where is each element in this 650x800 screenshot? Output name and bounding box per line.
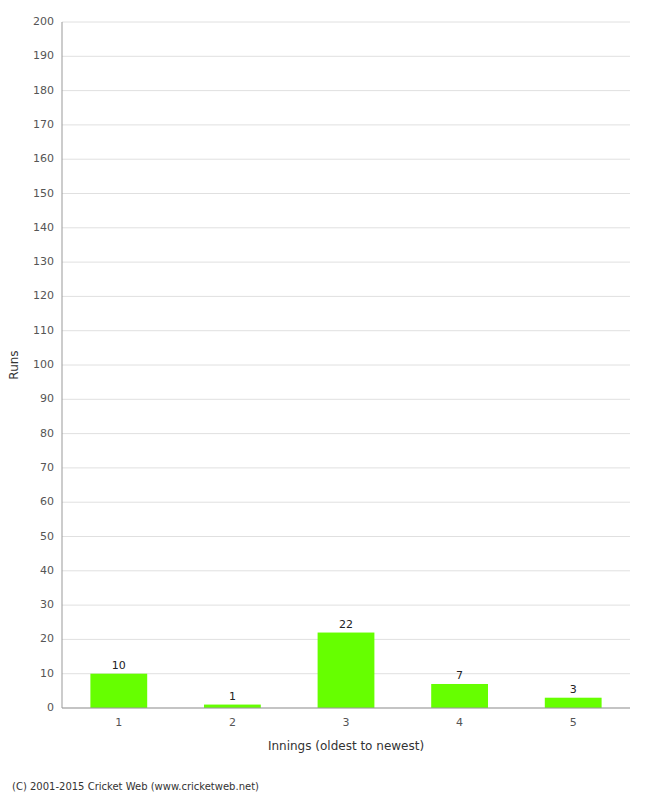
grid-line [62, 296, 630, 297]
grid-line [62, 193, 630, 194]
y-axis: 0 10 20 30 40 50 60 70 80 90 100 110 120 130 140 150 160… [33, 15, 54, 714]
x-tick-label: 5 [570, 716, 577, 729]
y-tick-label: 190 [33, 49, 54, 62]
y-tick-label: 120 [33, 289, 54, 302]
y-tick-label: 180 [33, 84, 54, 97]
y-tick-label: 70 [40, 461, 54, 474]
bars [90, 633, 601, 708]
bar [204, 705, 261, 708]
y-tick-label: 40 [40, 564, 54, 577]
bar [318, 633, 375, 708]
bar [545, 698, 602, 708]
x-axis-label: Innings (oldest to newest) [268, 739, 424, 753]
grid-line [62, 605, 630, 606]
y-tick-label: 110 [33, 324, 54, 337]
data-label: 10 [112, 659, 126, 672]
y-tick-label: 160 [33, 152, 54, 165]
grid-line [62, 124, 630, 125]
y-tick-label: 60 [40, 495, 54, 508]
grid-line [62, 22, 630, 23]
grid-line [62, 536, 630, 537]
y-tick-label: 150 [33, 187, 54, 200]
grid-line [62, 330, 630, 331]
grid-line [62, 570, 630, 571]
grid-line [62, 467, 630, 468]
x-tick-label: 4 [456, 716, 463, 729]
y-axis-label: Runs [7, 350, 21, 379]
data-label: 7 [456, 669, 463, 682]
x-tick-label: 2 [229, 716, 236, 729]
footer-note: (C) 2001-2015 Cricket Web (www.cricketwe… [12, 781, 259, 792]
grid-line [62, 56, 630, 57]
y-tick-label: 20 [40, 632, 54, 645]
grid-line [62, 227, 630, 228]
x-tick-label: 1 [115, 716, 122, 729]
x-axis-line [62, 708, 630, 709]
bar [431, 684, 488, 708]
data-label: 3 [570, 683, 577, 696]
y-tick-label: 0 [47, 701, 54, 714]
chart-container: 0102030405060708090100110120130140150160… [0, 0, 650, 800]
data-label: 22 [339, 618, 353, 631]
y-tick-label: 90 [40, 392, 54, 405]
y-tick-label: 170 [33, 118, 54, 131]
x-tick-label: 3 [343, 716, 350, 729]
y-tick-label: 30 [40, 598, 54, 611]
grid-line [62, 365, 630, 366]
bar [90, 674, 147, 708]
grid-line [62, 262, 630, 263]
y-tick-label: 140 [33, 221, 54, 234]
y-tick-label: 50 [40, 530, 54, 543]
grid-line [62, 433, 630, 434]
y-tick-label: 80 [40, 427, 54, 440]
grid-line [62, 708, 630, 709]
grid-line [62, 159, 630, 160]
y-axis-line [62, 22, 63, 708]
y-tick-label: 200 [33, 15, 54, 28]
chart-svg: 0102030405060708090100110120130140150160… [0, 0, 650, 800]
grid-line [62, 502, 630, 503]
data-labels: 10 1 22 7 3 [112, 618, 577, 703]
grid-line [62, 399, 630, 400]
y-tick-label: 100 [33, 358, 54, 371]
grid [62, 22, 630, 708]
x-axis: 1 2 3 4 5 [115, 716, 576, 729]
grid-line [62, 90, 630, 91]
data-label: 1 [229, 690, 236, 703]
y-tick-label: 130 [33, 255, 54, 268]
y-tick-label: 10 [40, 667, 54, 680]
